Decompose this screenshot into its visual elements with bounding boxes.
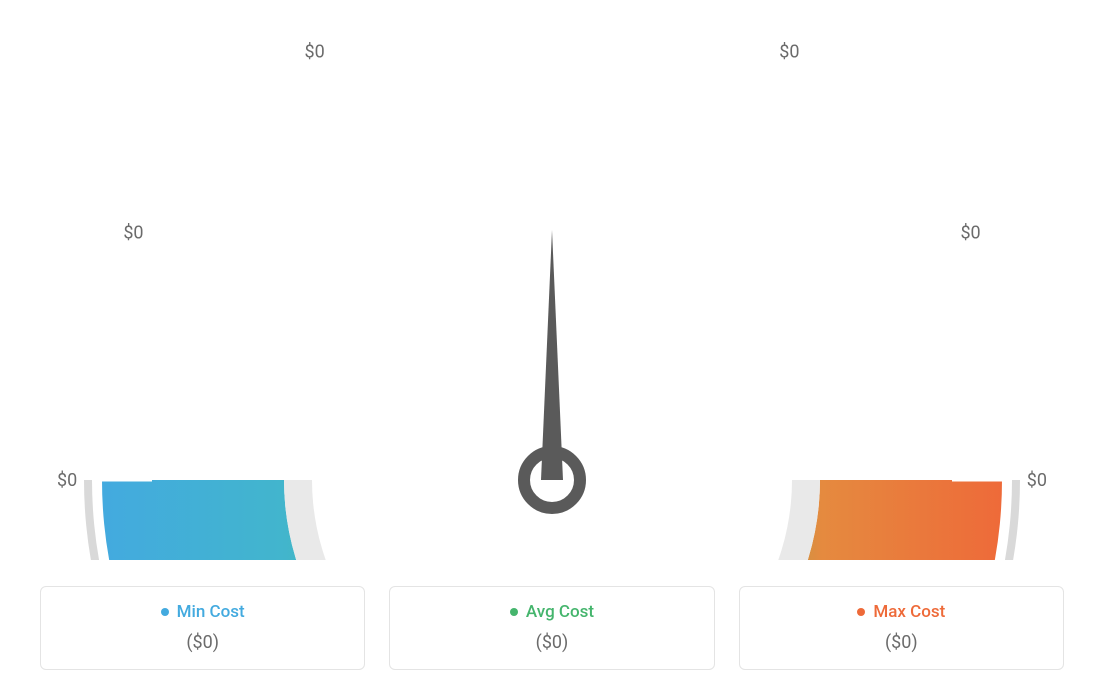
legend-row: Min Cost ($0) Avg Cost ($0) Max Cost ($0…	[0, 586, 1104, 670]
dot-icon	[510, 608, 518, 616]
legend-value: ($0)	[51, 632, 354, 653]
svg-text:$0: $0	[305, 41, 325, 62]
svg-text:$0: $0	[1027, 470, 1047, 491]
svg-text:$0: $0	[57, 470, 77, 491]
svg-text:$0: $0	[123, 223, 143, 244]
gauge-chart: $0$0$0$0$0$0$0	[0, 0, 1104, 560]
legend-label: Max Cost	[873, 602, 945, 622]
dot-icon	[857, 608, 865, 616]
legend-card-min: Min Cost ($0)	[40, 586, 365, 670]
legend-label: Avg Cost	[526, 602, 594, 622]
legend-card-avg: Avg Cost ($0)	[389, 586, 714, 670]
svg-text:$0: $0	[960, 223, 980, 244]
dot-icon	[161, 608, 169, 616]
legend-value: ($0)	[750, 632, 1053, 653]
legend-card-max: Max Cost ($0)	[739, 586, 1064, 670]
legend-value: ($0)	[400, 632, 703, 653]
svg-text:$0: $0	[779, 41, 799, 62]
legend-label: Min Cost	[177, 602, 245, 622]
